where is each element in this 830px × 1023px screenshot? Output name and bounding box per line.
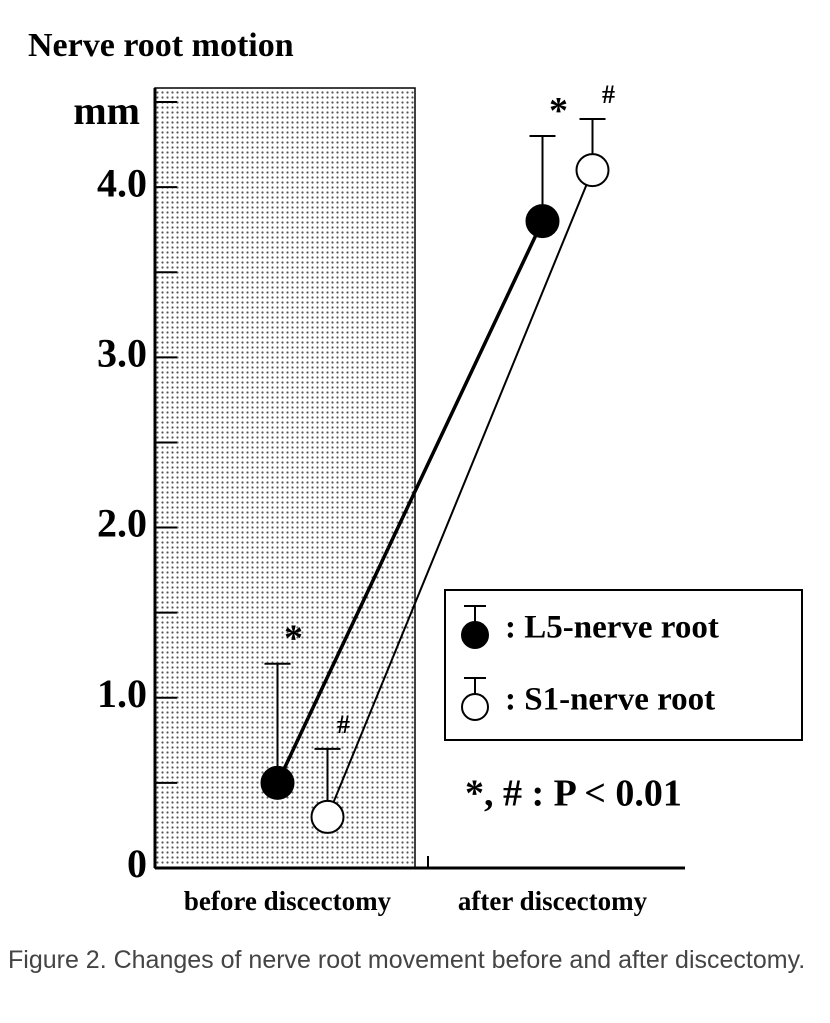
y-tick-label: 2.0 <box>97 501 147 546</box>
significance-mark: * <box>549 90 568 132</box>
data-point <box>310 799 345 834</box>
series-line <box>275 220 545 784</box>
note: *, # : P < 0.01 <box>465 773 682 815</box>
legend-label: : L5-nerve root <box>505 610 719 646</box>
data-point <box>260 765 295 800</box>
significance-mark: * <box>284 617 303 659</box>
page: Nerve root motion mm 0 1.0 2.0 3.0 4.0 before… <box>8 26 806 974</box>
chart: Nerve root motion mm 0 1.0 2.0 3.0 4.0 before… <box>28 27 803 916</box>
y-axis-label: mm <box>73 88 140 133</box>
x-tick-label: after discectomy <box>458 886 648 916</box>
x-tick-label: before discectomy <box>184 886 392 916</box>
data-point <box>575 153 610 188</box>
y-tick-label: 4.0 <box>97 160 147 205</box>
legend-marker <box>461 693 489 721</box>
legend-marker <box>461 621 489 649</box>
legend-label: : S1-nerve root <box>505 682 715 718</box>
series-line <box>326 169 594 818</box>
chart-title: Nerve root motion <box>28 27 294 64</box>
data-point <box>525 204 560 239</box>
shaded-region <box>154 87 416 869</box>
legend-box <box>444 589 803 741</box>
y-tick-label: 0 <box>127 841 147 886</box>
significance-mark: # <box>602 80 615 109</box>
y-tick-label: 3.0 <box>97 331 147 376</box>
caption: Figure 2. Changes of nerve root movement… <box>8 946 806 974</box>
y-tick-label: 1.0 <box>97 671 147 716</box>
significance-mark: # <box>337 710 350 739</box>
